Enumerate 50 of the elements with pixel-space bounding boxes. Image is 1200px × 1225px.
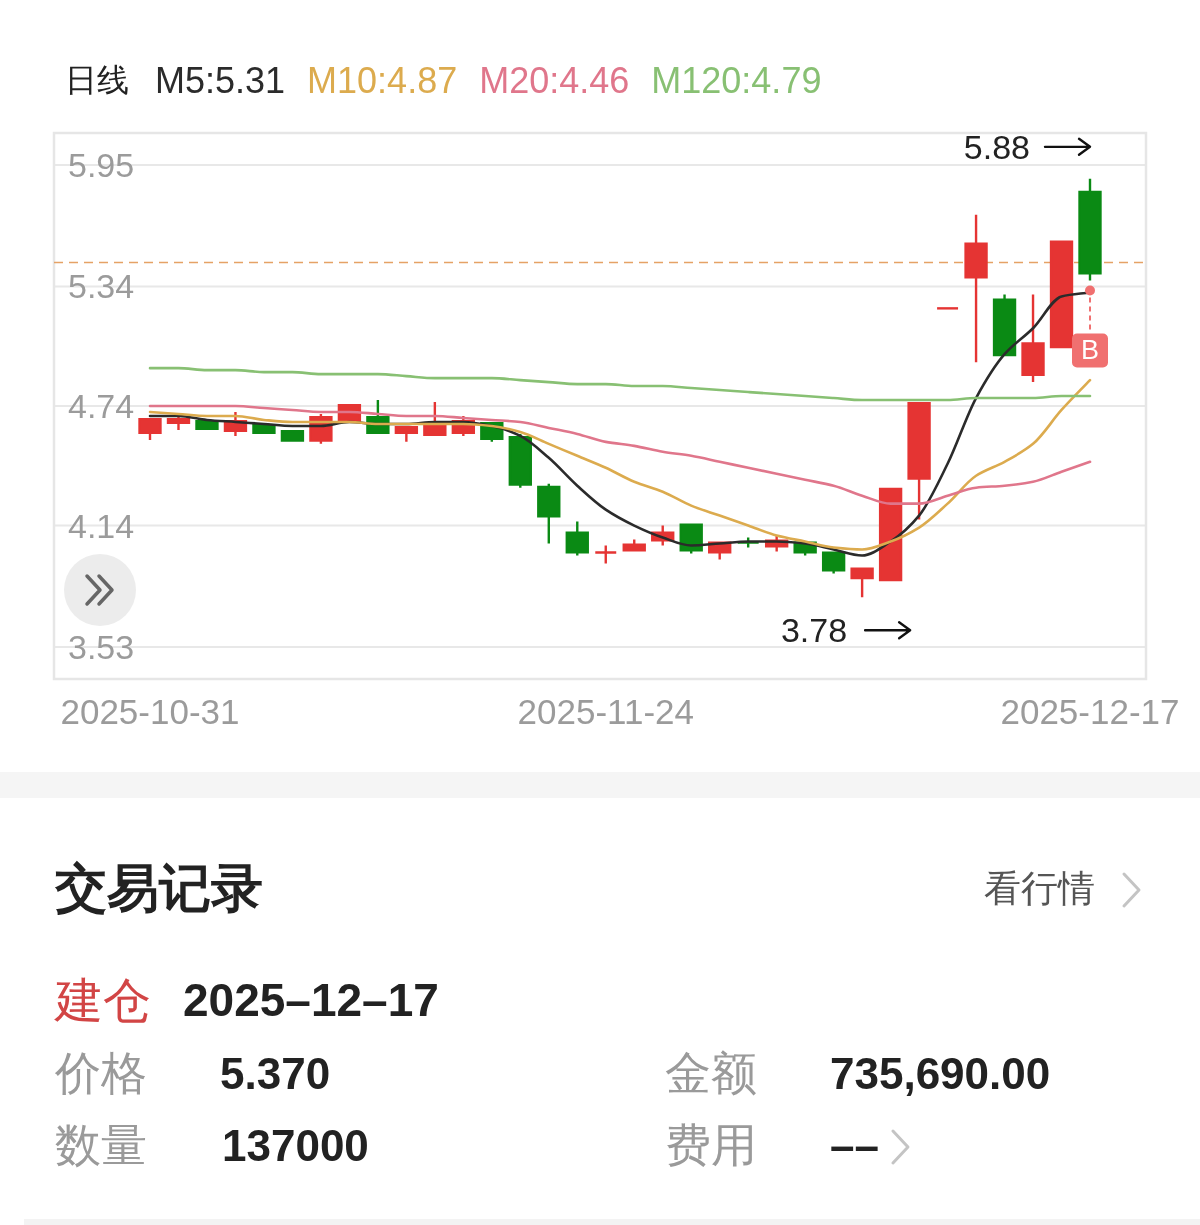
chart-title: 日线	[65, 62, 129, 98]
y-tick-label: 4.14	[68, 506, 135, 545]
annotation: B	[1080, 335, 1100, 366]
text: 金额	[665, 1047, 757, 1099]
annotation: 3.78	[780, 611, 848, 650]
annotation: 5.88	[963, 127, 1030, 166]
x-tick-label: 2025-11-24	[517, 691, 694, 731]
candlestick	[594, 544, 618, 565]
candlestick	[622, 538, 646, 552]
candlestick	[423, 400, 447, 436]
line-series	[148, 378, 1092, 551]
candlestick	[850, 567, 874, 599]
text: 5.370	[220, 1048, 331, 1098]
candlestick	[394, 425, 419, 444]
candlestick	[935, 307, 960, 310]
line-series	[148, 404, 1092, 505]
text: 看行情	[984, 867, 1095, 909]
text: 2025–12–17	[183, 974, 439, 1026]
x-tick-label: 2025-10-31	[60, 691, 240, 731]
text: 交易记录	[54, 859, 263, 917]
candlestick	[1021, 293, 1045, 384]
candlestick	[565, 520, 589, 557]
y-tick-label: 5.95	[68, 145, 135, 184]
legend: M5:5.31 M10:4.87 M20:4.46 M120:4.79	[155, 59, 822, 101]
candlestick	[1049, 240, 1074, 349]
line-series	[148, 366, 1092, 402]
candlestick	[878, 487, 903, 582]
candlestick	[195, 419, 219, 430]
y-tick-label: 5.34	[68, 267, 135, 306]
candlestick	[907, 402, 931, 521]
y-tick-label: 4.74	[68, 387, 135, 425]
text: 数量	[55, 1119, 147, 1171]
candlestick	[736, 536, 760, 549]
x-tick-label: 2025-12-17	[1000, 691, 1180, 731]
candlestick	[280, 429, 305, 442]
candlestick	[1078, 177, 1102, 282]
text: 费用	[665, 1119, 757, 1171]
candlestick	[992, 293, 1017, 357]
text: 建仓	[54, 973, 151, 1027]
text: ––	[830, 1120, 879, 1170]
text: 价格	[54, 1047, 147, 1099]
candlestick	[166, 414, 191, 432]
candlestick	[821, 551, 846, 575]
text: 137000	[222, 1120, 369, 1170]
y-tick-label: 3.53	[68, 628, 135, 667]
candlestick	[138, 417, 162, 442]
candlestick	[964, 213, 988, 364]
text: 735,690.00	[830, 1048, 1051, 1098]
candlestick	[537, 482, 561, 545]
candlestick	[252, 423, 276, 434]
